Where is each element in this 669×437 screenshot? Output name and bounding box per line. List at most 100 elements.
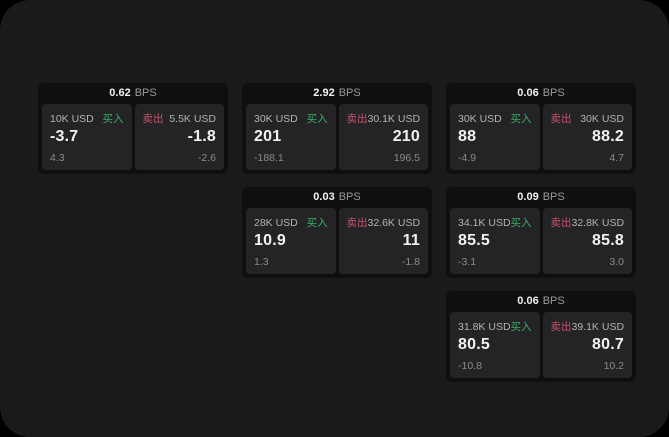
- buy-panel[interactable]: 34.1K USD 买入 85.5 -3.1: [450, 208, 540, 274]
- spread-value: 0.03: [313, 191, 335, 203]
- buy-panel[interactable]: 31.8K USD 买入 80.5 -10.8: [450, 312, 540, 378]
- buy-sub-value: 4.3: [50, 152, 65, 164]
- sell-size-label: 32.6K USD: [367, 217, 421, 229]
- buy-price: 85.5: [458, 232, 490, 249]
- buy-panel[interactable]: 30K USD 买入 201 -188.1: [246, 104, 336, 170]
- buy-side-label: 买入: [102, 113, 124, 125]
- buy-price: 10.9: [254, 232, 286, 249]
- sell-price: 210: [392, 128, 420, 145]
- buy-side-label: 买入: [510, 217, 532, 229]
- sell-sub-value: 4.7: [609, 152, 624, 164]
- sell-panel[interactable]: 卖出 5.5K USD -1.8 -2.6: [134, 104, 224, 170]
- sell-side-label: 卖出: [550, 113, 572, 125]
- quote-card-1: 0.62 BPS 10K USD 买入 -3.7 4.3 卖出 5.5K USD: [38, 83, 228, 174]
- sell-price: 88.2: [592, 128, 624, 145]
- sell-panel[interactable]: 卖出 32.8K USD 85.8 3.0: [542, 208, 632, 274]
- spread-header: 0.62 BPS: [38, 83, 228, 104]
- buy-side-label: 买入: [306, 217, 328, 229]
- spread-unit-label: BPS: [542, 295, 565, 307]
- spread-unit-label: BPS: [542, 191, 565, 203]
- buy-panel-top: 10K USD 买入: [50, 111, 124, 126]
- buy-price: 88: [458, 128, 477, 145]
- sell-panel-top: 卖出 5.5K USD: [143, 111, 217, 126]
- quote-card-2: 2.92 BPS 30K USD 买入 201 -188.1 卖出 30.1K U…: [242, 83, 432, 174]
- spread-value: 2.92: [313, 87, 335, 99]
- buy-panel-top: 31.8K USD 买入: [458, 319, 532, 334]
- sell-price: 11: [402, 232, 420, 249]
- sell-panel-top: 卖出 32.6K USD: [347, 215, 421, 230]
- sell-panel[interactable]: 卖出 39.1K USD 80.7 10.2: [542, 312, 632, 378]
- buy-price: 201: [254, 128, 282, 145]
- spread-unit-label: BPS: [338, 191, 361, 203]
- quote-panels: 10K USD 买入 -3.7 4.3 卖出 5.5K USD -1.8 -2.…: [38, 104, 228, 174]
- sell-side-label: 卖出: [142, 113, 164, 125]
- spread-header: 0.09 BPS: [446, 187, 636, 208]
- sell-panel-top: 卖出 30K USD: [551, 111, 625, 126]
- sell-size-label: 32.8K USD: [571, 217, 625, 229]
- sell-sub-value: 196.5: [393, 152, 420, 164]
- buy-side-label: 买入: [510, 113, 532, 125]
- buy-side-label: 买入: [306, 113, 328, 125]
- sell-side-label: 卖出: [346, 217, 368, 229]
- buy-panel-top: 28K USD 买入: [254, 215, 328, 230]
- spread-value: 0.06: [517, 295, 539, 307]
- buy-sub-value: -188.1: [254, 152, 284, 164]
- sell-panel[interactable]: 卖出 30.1K USD 210 196.5: [338, 104, 428, 170]
- spread-unit-label: BPS: [338, 87, 361, 99]
- buy-panel[interactable]: 10K USD 买入 -3.7 4.3: [42, 104, 132, 170]
- quote-panels: 31.8K USD 买入 80.5 -10.8 卖出 39.1K USD 80.…: [446, 312, 636, 382]
- sell-sub-value: -1.8: [401, 256, 420, 268]
- sell-panel[interactable]: 卖出 30K USD 88.2 4.7: [542, 104, 632, 170]
- sell-size-label: 39.1K USD: [571, 321, 625, 333]
- spread-value: 0.06: [517, 87, 539, 99]
- buy-price: 80.5: [458, 336, 490, 353]
- quote-panels: 30K USD 买入 201 -188.1 卖出 30.1K USD 210 1…: [242, 104, 432, 174]
- quote-panels: 34.1K USD 买入 85.5 -3.1 卖出 32.8K USD 85.8…: [446, 208, 636, 278]
- sell-side-label: 卖出: [346, 113, 368, 125]
- buy-size-label: 31.8K USD: [458, 321, 511, 333]
- buy-size-label: 30K USD: [254, 113, 298, 125]
- spread-header: 0.06 BPS: [446, 291, 636, 312]
- sell-size-label: 30.1K USD: [367, 113, 421, 125]
- quote-panels: 28K USD 买入 10.9 1.3 卖出 32.6K USD 11 -1.8: [242, 208, 432, 278]
- sell-panel[interactable]: 卖出 32.6K USD 11 -1.8: [338, 208, 428, 274]
- sell-panel-top: 卖出 30.1K USD: [347, 111, 421, 126]
- buy-sub-value: 1.3: [254, 256, 269, 268]
- quote-card-4: 0.03 BPS 28K USD 买入 10.9 1.3 卖出 32.6K USD: [242, 187, 432, 278]
- sell-side-label: 卖出: [550, 321, 572, 333]
- spread-unit-label: BPS: [134, 87, 157, 99]
- spread-header: 0.03 BPS: [242, 187, 432, 208]
- sell-panel-top: 卖出 32.8K USD: [551, 215, 625, 230]
- sell-panel-top: 卖出 39.1K USD: [551, 319, 625, 334]
- spread-value: 0.62: [109, 87, 131, 99]
- sell-sub-value: -2.6: [197, 152, 216, 164]
- sell-sub-value: 3.0: [609, 256, 624, 268]
- buy-panel[interactable]: 30K USD 买入 88 -4.9: [450, 104, 540, 170]
- sell-price: -1.8: [187, 128, 216, 145]
- quote-panels: 30K USD 买入 88 -4.9 卖出 30K USD 88.2 4.7: [446, 104, 636, 174]
- spread-value: 0.09: [517, 191, 539, 203]
- buy-panel-top: 30K USD 买入: [458, 111, 532, 126]
- sell-side-label: 卖出: [550, 217, 572, 229]
- buy-side-label: 买入: [510, 321, 532, 333]
- buy-sub-value: -10.8: [458, 360, 482, 372]
- buy-price: -3.7: [50, 128, 79, 145]
- sell-price: 85.8: [592, 232, 624, 249]
- buy-size-label: 10K USD: [50, 113, 94, 125]
- buy-panel[interactable]: 28K USD 买入 10.9 1.3: [246, 208, 336, 274]
- buy-size-label: 30K USD: [458, 113, 502, 125]
- spread-unit-label: BPS: [542, 87, 565, 99]
- buy-sub-value: -4.9: [458, 152, 477, 164]
- buy-panel-top: 30K USD 买入: [254, 111, 328, 126]
- quote-card-6: 0.06 BPS 31.8K USD 买入 80.5 -10.8 卖出 39.1K…: [446, 291, 636, 382]
- buy-size-label: 28K USD: [254, 217, 298, 229]
- spread-header: 0.06 BPS: [446, 83, 636, 104]
- buy-sub-value: -3.1: [458, 256, 477, 268]
- sell-size-label: 5.5K USD: [169, 113, 216, 125]
- quote-cards-grid: 0.62 BPS 10K USD 买入 -3.7 4.3 卖出 5.5K USD: [38, 83, 636, 382]
- buy-panel-top: 34.1K USD 买入: [458, 215, 532, 230]
- sell-size-label: 30K USD: [580, 113, 624, 125]
- quote-card-5: 0.09 BPS 34.1K USD 买入 85.5 -3.1 卖出 32.8K …: [446, 187, 636, 278]
- quote-card-3: 0.06 BPS 30K USD 买入 88 -4.9 卖出 30K USD: [446, 83, 636, 174]
